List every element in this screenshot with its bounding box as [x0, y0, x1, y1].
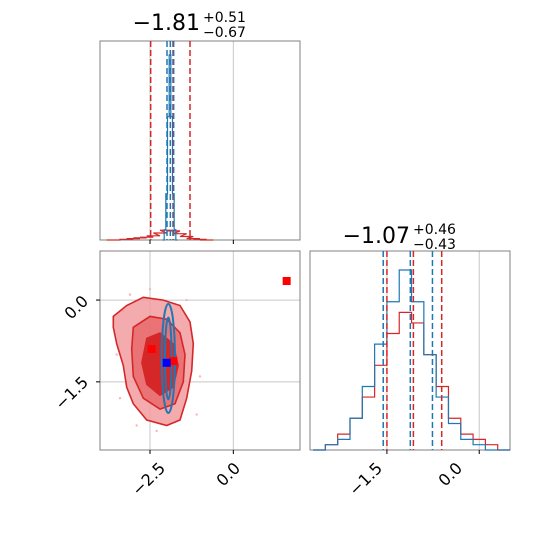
- marginal-2-title-sup: +0.46: [413, 222, 456, 238]
- scatter-point: [148, 287, 152, 291]
- marginal-1-title-sup: +0.51: [203, 10, 246, 26]
- scatter-point: [185, 298, 188, 302]
- scatter-point: [155, 429, 158, 433]
- scatter-point: [128, 293, 132, 296]
- red-histogram-series: [313, 311, 510, 451]
- joint-xtick-label-2: 0.0: [213, 459, 244, 490]
- axes-frame: [99, 40, 301, 241]
- marginal-1-title-sub: −0.67: [203, 25, 246, 41]
- marker_red-marker: [147, 345, 156, 354]
- marker_red-marker: [282, 276, 291, 285]
- axes-frame: [99, 250, 301, 451]
- scatter-point: [118, 397, 122, 400]
- joint-xtick-label-1: −2.5: [128, 459, 169, 500]
- marginal-1-title-main: −1.81: [133, 11, 200, 36]
- marginal-2-title-sub: −0.43: [413, 237, 456, 253]
- marginal-histogram-1-panel: [99, 40, 301, 244]
- joint-ytick-label-1: 0.0: [61, 292, 92, 323]
- blue-histogram-series: [313, 269, 510, 451]
- marginal-2-title-main: −1.07: [343, 224, 410, 249]
- marginal-2-xtick-label-1: −1.5: [345, 459, 386, 500]
- marginal-2-xtick-label-2: 0.0: [435, 459, 466, 490]
- joint-contour-panel: [96, 250, 301, 454]
- scatter-point: [195, 413, 198, 416]
- joint-ytick-label-2: −1.5: [51, 373, 92, 414]
- scatter-point: [115, 353, 118, 356]
- marginal-histogram-2-panel: [309, 250, 511, 454]
- red-histogram-series: [106, 229, 214, 241]
- marker_red-marker: [169, 357, 178, 366]
- scatter-point: [198, 375, 202, 378]
- marker_blue-marker: [162, 358, 171, 367]
- scatter-point: [135, 424, 138, 427]
